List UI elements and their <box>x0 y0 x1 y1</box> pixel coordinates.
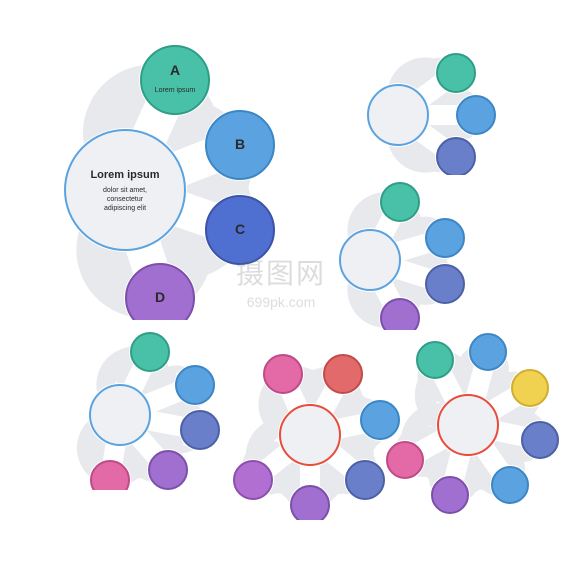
node-circle <box>432 477 468 513</box>
node-circle <box>437 54 475 92</box>
node-circle <box>426 265 464 303</box>
cluster-n4 <box>300 180 480 330</box>
node-circle <box>264 355 302 393</box>
hub-circle <box>280 405 340 465</box>
node-letter: D <box>155 289 165 305</box>
hub-subtitle-line: dolor sit amet, <box>103 187 147 194</box>
node-circle <box>346 461 384 499</box>
cluster-n5 <box>40 330 230 490</box>
node-circle <box>381 183 419 221</box>
node-circle <box>324 355 362 393</box>
node-letter: A <box>170 62 180 78</box>
node-circle <box>470 334 506 370</box>
hub-circle <box>438 395 498 455</box>
node-circle <box>91 461 129 490</box>
node-circle <box>141 46 209 114</box>
node-circle <box>437 138 475 175</box>
node-circle <box>176 366 214 404</box>
cluster-svg-main: Lorem ipsum dolor sit amet, consectetur adi… <box>30 30 300 320</box>
cluster-svg-n5 <box>40 330 230 490</box>
hub-subtitle-line: consectetur <box>107 196 144 203</box>
node-circle <box>457 96 495 134</box>
hub-circle <box>90 385 150 445</box>
node-circle <box>291 486 329 520</box>
cluster-svg-n3 <box>348 45 508 175</box>
node-circle <box>492 467 528 503</box>
node-caption: Lorem ipsum <box>155 87 196 94</box>
cluster-n6 <box>215 350 405 520</box>
cluster-n3 <box>348 45 508 175</box>
cluster-main: Lorem ipsum dolor sit amet, consectetur adi… <box>30 30 300 320</box>
node-letter: C <box>235 221 245 237</box>
cluster-svg-n7 <box>380 330 560 520</box>
hub-subtitle-line: adipiscing elit <box>104 205 146 212</box>
node-circle <box>426 219 464 257</box>
node-circle <box>381 299 419 330</box>
node-circle <box>512 370 548 406</box>
cluster-n7 <box>380 330 560 520</box>
hub-title: Lorem ipsum <box>90 169 159 181</box>
hub-circle <box>368 85 428 145</box>
node-circle <box>522 422 558 458</box>
cluster-svg-n4 <box>300 180 480 330</box>
node-circle <box>387 442 423 478</box>
hub-circle <box>340 230 400 290</box>
node-circle <box>181 411 219 449</box>
node-circle <box>417 342 453 378</box>
node-circle <box>234 461 272 499</box>
cluster-svg-n6 <box>215 350 405 520</box>
node-circle <box>149 451 187 489</box>
node-letter: B <box>235 136 245 152</box>
node-circle <box>131 333 169 371</box>
